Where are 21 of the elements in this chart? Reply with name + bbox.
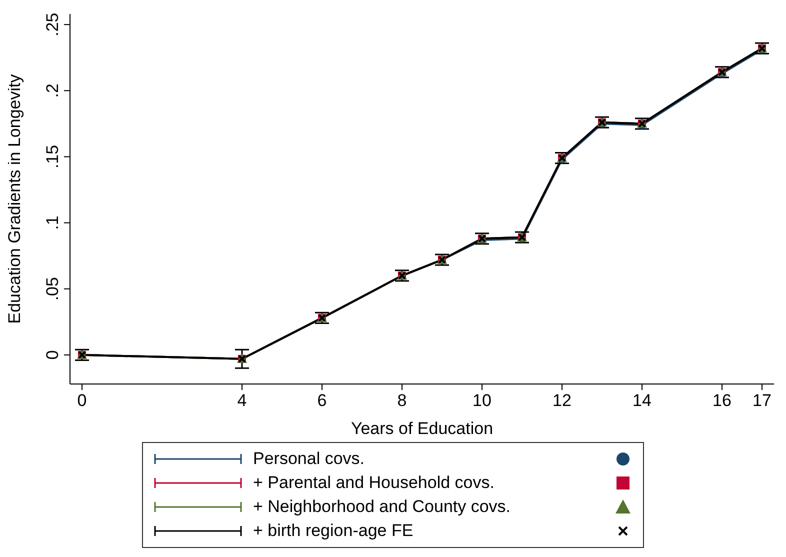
x-axis-title: Years of Education [350, 419, 494, 438]
x-tick-label: 6 [317, 391, 327, 410]
x-tick-label: 0 [77, 391, 87, 410]
y-tick-label: .15 [43, 144, 62, 169]
y-tick-label: .1 [43, 216, 62, 230]
x-tick-label: 14 [632, 391, 652, 410]
x-tick-label: 17 [752, 391, 772, 410]
legend-label: + Parental and Household covs. [253, 473, 496, 493]
y-tick-label: .25 [43, 12, 62, 36]
legend-label: Personal covs. [253, 449, 366, 469]
x-tick-label: 16 [712, 391, 732, 410]
legend-label: + birth region-age FE [253, 521, 414, 541]
x-tick-label: 8 [397, 391, 407, 410]
y-tick-label: .2 [43, 84, 62, 98]
y-axis-title: Education Gradients in Longevity [5, 74, 24, 324]
x-tick-label: 12 [552, 391, 572, 410]
x-tick-label: 10 [472, 391, 492, 410]
y-tick-label: 0 [43, 350, 62, 360]
y-tick-label: .05 [43, 277, 62, 301]
legend-label: + Neighborhood and County covs. [253, 497, 512, 517]
x-tick-label: 4 [237, 391, 247, 410]
